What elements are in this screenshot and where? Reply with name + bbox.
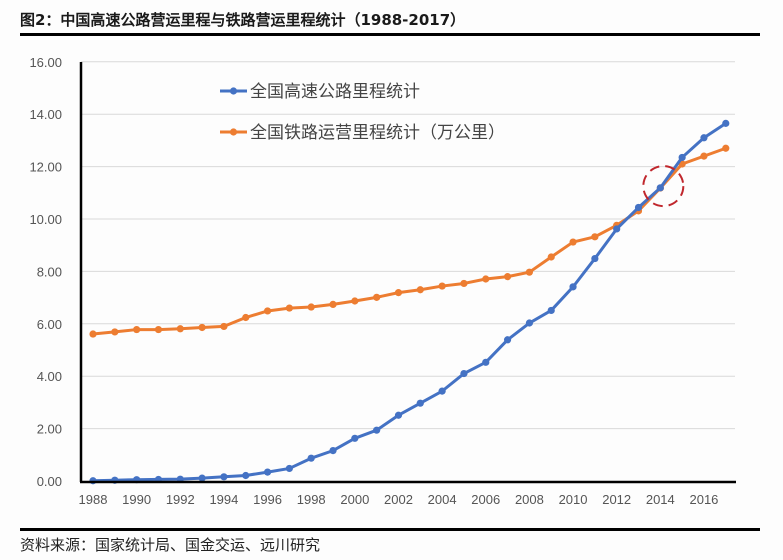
x-tick-label: 2000	[340, 492, 369, 507]
data-point	[242, 313, 250, 322]
data-point	[285, 304, 293, 312]
data-point	[198, 323, 206, 332]
data-point	[89, 477, 97, 485]
x-tick-label: 2010	[559, 492, 588, 507]
data-point	[438, 282, 446, 290]
data-point	[591, 254, 599, 263]
data-point	[503, 336, 512, 344]
data-point	[307, 303, 315, 311]
legend-label: 全国高速公路里程统计	[250, 82, 420, 102]
data-point	[176, 325, 184, 333]
data-point	[133, 325, 141, 334]
y-tick-label: 8.00	[37, 264, 62, 279]
data-point	[525, 268, 534, 276]
x-tick-label: 2014	[646, 492, 675, 507]
y-tick-label: 10.00	[29, 212, 62, 227]
data-point	[329, 300, 337, 309]
x-tick-label: 2016	[689, 492, 718, 507]
data-point	[678, 153, 686, 162]
x-tick-label: 2012	[602, 492, 631, 507]
data-point	[351, 297, 359, 305]
data-point	[307, 454, 315, 462]
annotation	[642, 165, 685, 208]
data-point	[416, 399, 424, 407]
y-tick-label: 2.00	[37, 422, 62, 437]
source-rule	[20, 528, 760, 531]
data-point	[656, 184, 664, 192]
highlight-circle	[642, 165, 685, 208]
series-group	[89, 119, 730, 485]
data-point	[700, 134, 708, 142]
legend-item-1: 全国铁路运营里程统计（万公里）	[220, 123, 505, 143]
x-tick-label: 1998	[297, 492, 326, 507]
data-point	[416, 286, 424, 294]
data-point	[503, 273, 512, 281]
data-point	[263, 307, 272, 315]
data-point	[569, 283, 577, 291]
data-point	[373, 426, 381, 434]
data-point	[263, 468, 272, 476]
data-point	[111, 328, 119, 336]
y-tick-label: 16.00	[29, 55, 62, 70]
data-point	[198, 474, 206, 482]
source-note: 资料来源：国家统计局、国金交运、远川研究	[20, 536, 321, 554]
data-point	[722, 119, 730, 127]
series-line	[92, 146, 727, 336]
data-point	[547, 253, 555, 261]
x-tick-label: 2002	[384, 492, 413, 507]
chart-title: 图2：中国高速公路营运里程与铁路营运里程统计（1988-2017）	[20, 11, 466, 29]
x-tick-label: 2006	[471, 492, 500, 507]
data-point	[569, 238, 577, 246]
x-tick-label: 1988	[79, 492, 108, 507]
x-tick-label: 2004	[428, 492, 457, 507]
data-point	[285, 464, 293, 473]
data-point	[351, 434, 359, 442]
data-point	[373, 293, 381, 301]
data-point	[242, 471, 250, 480]
data-point	[460, 369, 468, 378]
x-axis-ticks: 1988 1990 1992 1994 1996 1998 2000 2002 2004 2006…	[79, 492, 719, 507]
y-tick-label: 4.00	[37, 369, 62, 384]
title-rule	[20, 33, 760, 36]
data-point	[89, 330, 97, 338]
legend-label: 全国铁路运营里程统计（万公里）	[250, 123, 505, 143]
data-point	[482, 358, 490, 366]
data-point	[722, 144, 730, 152]
y-tick-label: 6.00	[37, 317, 62, 332]
data-point	[394, 289, 403, 297]
x-tick-label: 1996	[253, 492, 282, 507]
y-tick-label: 12.00	[29, 160, 62, 175]
gridlines	[81, 61, 735, 430]
legend-item-0: 全国高速公路里程统计	[220, 82, 420, 102]
y-tick-label: 0.00	[37, 474, 62, 489]
data-point	[613, 225, 621, 233]
data-point	[220, 322, 228, 331]
data-point	[438, 387, 446, 395]
data-point	[547, 306, 555, 315]
y-tick-label: 14.00	[29, 107, 62, 122]
x-tick-label: 1994	[209, 492, 238, 507]
data-point	[525, 319, 534, 327]
data-point	[591, 233, 599, 241]
y-axis-ticks: 0.00 2.00 4.00 6.00 8.00 10.00 12.00 14.00 16.00	[29, 55, 62, 489]
data-point	[220, 473, 228, 481]
series-0	[89, 119, 730, 485]
legend-marker	[229, 128, 238, 136]
data-point	[329, 447, 337, 455]
series-line	[92, 122, 727, 483]
x-tick-label: 2008	[515, 492, 544, 507]
x-tick-label: 1990	[122, 492, 151, 507]
series-1	[89, 144, 730, 338]
data-point	[482, 275, 490, 283]
data-point	[700, 152, 708, 160]
legend-marker	[229, 87, 238, 95]
data-point	[394, 411, 403, 419]
x-tick-label: 1992	[166, 492, 195, 507]
data-point	[634, 203, 643, 212]
data-point	[460, 279, 468, 288]
data-point	[154, 325, 163, 334]
